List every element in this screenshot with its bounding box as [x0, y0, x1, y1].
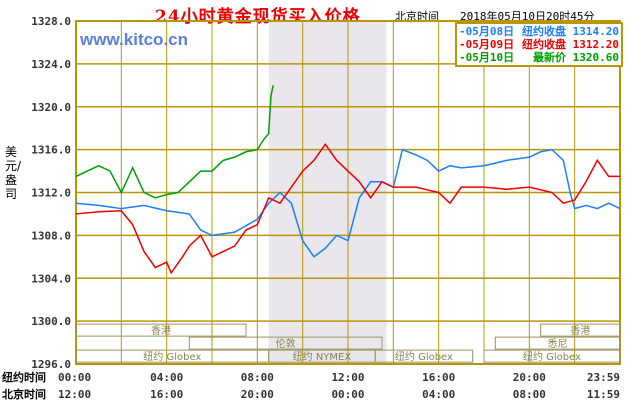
- x-tick-label: 20:00: [241, 388, 274, 400]
- y-axis-label: 美元/盎司: [5, 145, 22, 201]
- market-session-label: 纽约 Globex: [523, 350, 581, 363]
- series-line-05月10日: [75, 85, 274, 199]
- market-session-label: 悉尼: [548, 338, 568, 350]
- y-tick-label: 1320.0: [31, 101, 71, 114]
- x-tick-label: 12:00: [58, 388, 91, 400]
- legend-item-0508: -05月08日 纽约收盘 1314.20: [459, 25, 619, 38]
- legend-item-0510: -05月10日 最新价 1320.60: [459, 51, 619, 64]
- y-tick-label: 1312.0: [31, 187, 71, 200]
- market-session-bar: [188, 336, 383, 350]
- plot-border: [75, 20, 621, 365]
- x-tick-label: 04:00: [150, 371, 183, 384]
- x-tick-label: 23:59: [587, 371, 620, 384]
- x-tick-label: 04:00: [422, 388, 455, 400]
- market-session-label: 伦敦: [276, 337, 296, 350]
- market-session-bar: [374, 349, 474, 363]
- market-session-bar: [75, 323, 247, 337]
- y-tick-label: 1308.0: [31, 229, 71, 242]
- series-line-05月08日: [75, 148, 621, 258]
- x-tick-label: 16:00: [150, 388, 183, 400]
- ny-time-label: 纽约时间: [2, 371, 46, 384]
- market-session-label: 纽约 NYMEX: [293, 350, 352, 363]
- y-tick-label: 1324.0: [31, 58, 71, 71]
- market-session-bar: [483, 349, 621, 363]
- x-tick-label: 00:00: [331, 388, 364, 400]
- timezone-label: 北京时间: [395, 10, 439, 23]
- y-tick-label: 1328.0: [31, 15, 71, 28]
- x-tick-label: 08:00: [513, 388, 546, 400]
- x-tick-label: 08:00: [241, 371, 274, 384]
- y-tick-label: 1296.0: [31, 358, 71, 371]
- market-session-label: 香港: [151, 325, 171, 337]
- watermark: www.kitco.cn: [80, 30, 189, 49]
- x-tick-label: 16:00: [422, 371, 455, 384]
- x-tick-label: 00:00: [58, 371, 91, 384]
- market-session-bar: [540, 323, 621, 337]
- x-tick-label: 20:00: [513, 371, 546, 384]
- series-line-05月09日: [75, 142, 620, 275]
- current-datetime: 2018年05月10日20时45分: [460, 10, 595, 23]
- bj-time-label: 北京时间: [2, 388, 46, 401]
- legend-item-0509: -05月09日 纽约收盘 1312.20: [459, 38, 619, 51]
- y-tick-label: 1316.0: [31, 144, 71, 157]
- market-session-label: 纽约 Globex: [143, 350, 201, 363]
- y-tick-label: 1300.0: [31, 315, 71, 328]
- market-session-bar: [494, 336, 621, 350]
- market-session-label: 香港: [570, 325, 590, 337]
- legend: -05月08日 纽约收盘 1314.20 -05月09日 纽约收盘 1312.20 …: [455, 22, 623, 67]
- x-tick-label: 12:00: [331, 371, 364, 384]
- y-tick-label: 1304.0: [31, 272, 71, 285]
- market-session-label: 纽约 Globex: [395, 350, 453, 363]
- x-tick-label: 11:59: [587, 388, 620, 400]
